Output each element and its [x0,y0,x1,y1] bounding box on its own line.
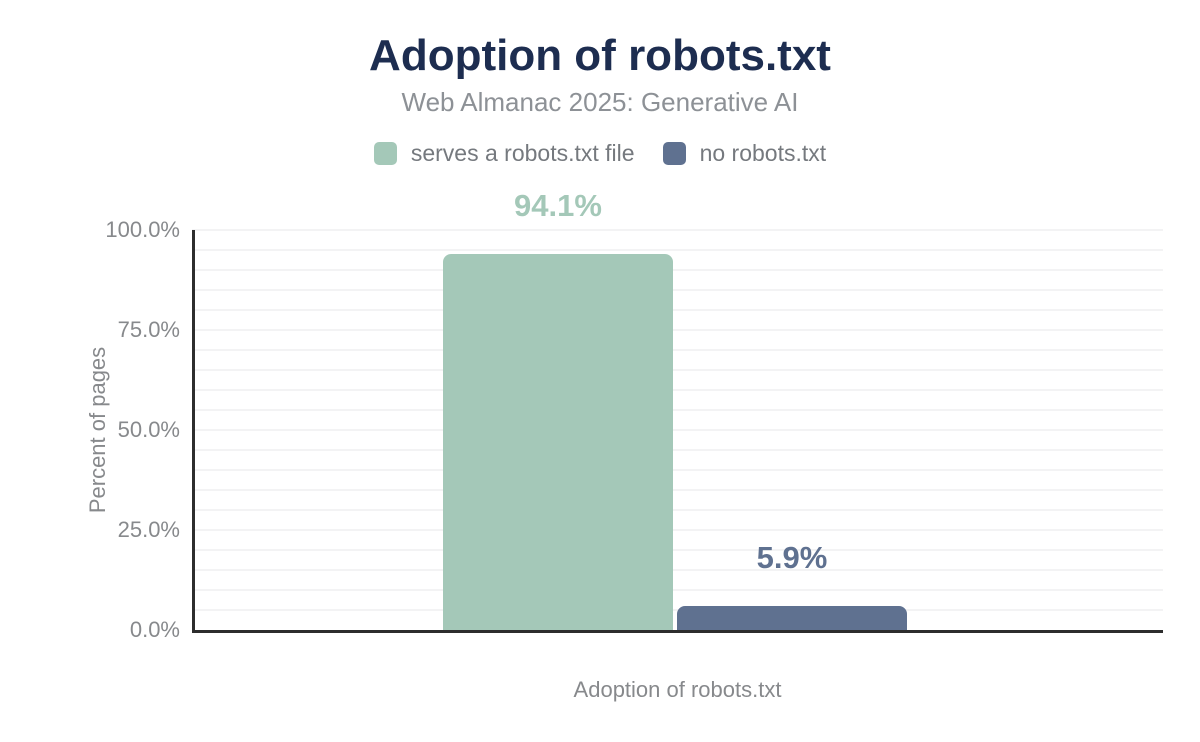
gridline [192,249,1163,251]
gridline [192,589,1163,591]
gridline [192,269,1163,271]
x-axis-title: Adoption of robots.txt [573,677,782,702]
gridline [192,429,1163,431]
legend-item-serves-a-robots-txt-file[interactable]: serves a robots.txt file [373,140,635,166]
x-axis-line [192,630,1163,633]
y-axis-tick-label: 100.0% [105,217,180,242]
bar-serves-a-robots-txt-file [443,253,673,630]
gridline [192,329,1163,331]
bar-no-robots-txt [677,606,907,630]
gridline [192,389,1163,391]
gridline [192,369,1163,371]
chart-subtitle: Web Almanac 2025: Generative AI [401,87,799,117]
y-axis-line [192,230,195,633]
gridline [192,549,1163,551]
y-axis-tick-label: 75.0% [117,317,180,342]
legend-swatch-icon [373,142,397,165]
chart-title: Adoption of robots.txt [369,31,831,80]
legend-item-label: serves a robots.txt file [410,140,635,166]
plot-area: 94.1% 5.9% [192,190,1163,630]
legend-swatch-icon [662,142,686,165]
bar-value-label-serves-a-robots-txt-file: 94.1% [514,187,602,223]
bar-value-label-no-robots-txt: 5.9% [756,540,828,576]
y-axis-tick-label: 50.0% [117,417,180,442]
gridline [192,529,1163,531]
gridline [192,409,1163,411]
y-axis-ticks: 0.0% 25.0% 50.0% 75.0% 100.0% [0,219,180,641]
gridline [192,569,1163,571]
gridline [192,289,1163,291]
y-axis-tick-label: 25.0% [117,517,180,542]
gridline [192,469,1163,471]
y-axis-tick-label: 0.0% [129,617,180,642]
gridline [192,229,1163,231]
gridline [192,349,1163,351]
legend-item-no-robots-txt[interactable]: no robots.txt [662,140,827,166]
gridline [192,509,1163,511]
gridline [192,489,1163,491]
gridline [192,309,1163,311]
legend-item-label: no robots.txt [699,140,827,166]
legend: serves a robots.txt file no robots.txt [0,142,1200,165]
gridline [192,449,1163,451]
